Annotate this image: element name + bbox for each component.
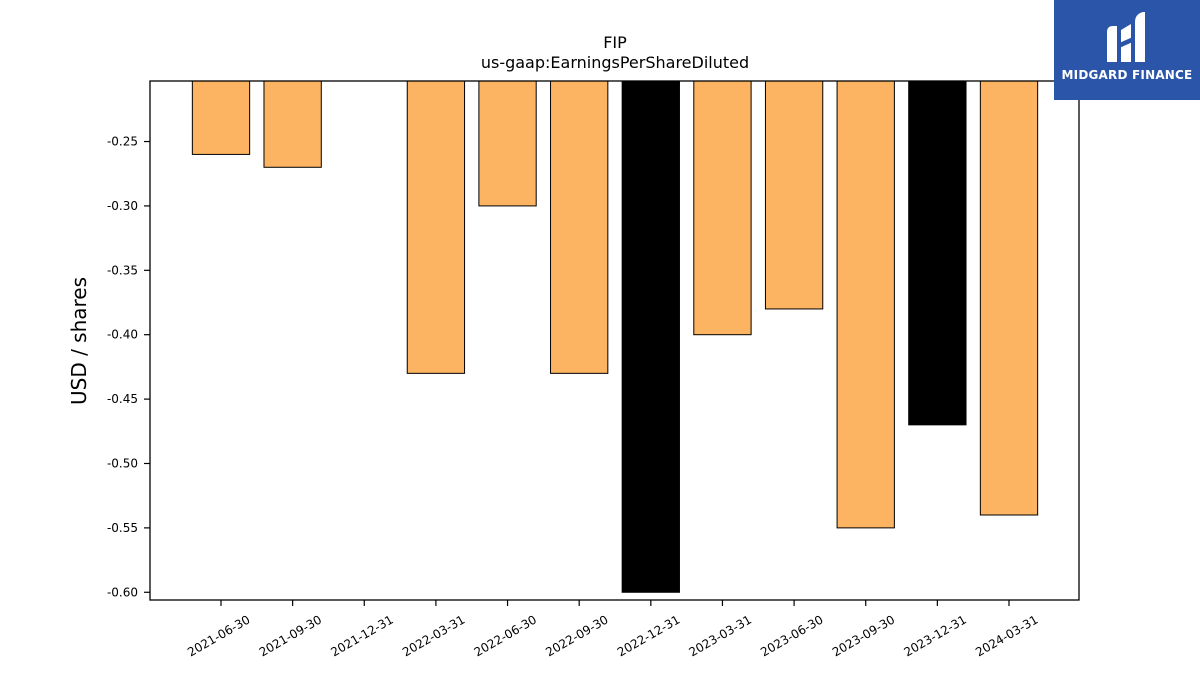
x-tick-label: 2023-03-31 xyxy=(687,612,754,659)
y-tick-label: -0.50 xyxy=(107,456,138,470)
x-tick-label: 2022-12-31 xyxy=(615,612,682,659)
x-tick-label: 2023-06-30 xyxy=(758,612,825,659)
x-axis: 2021-06-30 2021-09-30 2021-12-31 2022-03-31… xyxy=(185,600,1041,659)
chart-subtitle: us-gaap:EarningsPerShareDiluted xyxy=(481,53,749,72)
y-tick-label: -0.60 xyxy=(107,585,138,599)
brand-logo: MIDGARD FINANCE xyxy=(1054,0,1200,100)
y-axis-label: USD / shares xyxy=(67,277,91,405)
y-tick-label: -0.55 xyxy=(107,521,138,535)
bar-2022-06-30 xyxy=(478,80,537,207)
bar-2024-03-31 xyxy=(979,80,1039,516)
y-tick-label: -0.30 xyxy=(107,199,138,213)
bar-2023-03-31 xyxy=(693,80,752,336)
x-tick-label: 2021-09-30 xyxy=(257,612,324,659)
x-tick-label: 2022-09-30 xyxy=(543,612,610,659)
brand-name: MIDGARD FINANCE xyxy=(1061,68,1193,82)
x-tick-label: 2023-09-30 xyxy=(830,612,897,659)
bar-2022-09-30 xyxy=(550,80,609,374)
plot-frame xyxy=(149,80,1080,601)
x-tick-label: 2024-03-31 xyxy=(973,612,1040,659)
y-tick-label: -0.40 xyxy=(107,328,138,342)
bar-2021-06-30 xyxy=(191,80,251,155)
bar-2021-09-30 xyxy=(263,80,322,168)
bar-2023-09-30 xyxy=(836,80,895,529)
x-tick-label: 2021-12-31 xyxy=(328,612,395,659)
x-tick-label: 2023-12-31 xyxy=(901,612,968,659)
bar-2022-03-31 xyxy=(406,80,466,374)
bar-2023-06-30 xyxy=(764,80,824,310)
chart-title: FIP xyxy=(603,33,627,52)
bar-2022-12-31 xyxy=(621,80,680,593)
brand-mark-icon xyxy=(1107,12,1145,62)
x-tick-label: 2022-06-30 xyxy=(472,612,539,659)
bars-group xyxy=(191,80,1039,593)
x-tick-label: 2022-03-31 xyxy=(400,612,467,659)
x-tick-label: 2021-06-30 xyxy=(185,612,252,659)
y-tick-label: -0.45 xyxy=(107,392,138,406)
y-axis: -0.25 -0.30 -0.35 -0.40 -0.45 -0.50 -0.55 -0.60 xyxy=(107,135,150,599)
y-tick-label: -0.35 xyxy=(107,263,138,277)
y-tick-label: -0.25 xyxy=(107,135,138,149)
bar-2023-12-31 xyxy=(908,80,967,426)
